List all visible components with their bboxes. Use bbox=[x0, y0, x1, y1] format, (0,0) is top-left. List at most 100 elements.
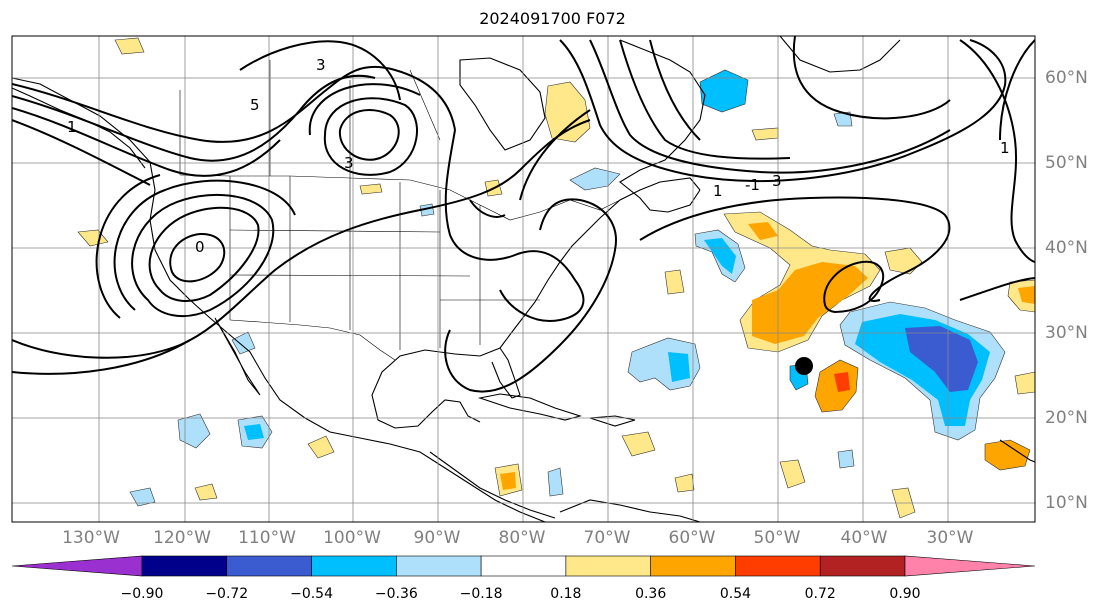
map-title: 2024091700 F072 bbox=[479, 9, 626, 28]
border-us-mexico bbox=[229, 319, 396, 361]
contour-1 bbox=[12, 65, 456, 143]
contour-label: 1 bbox=[1000, 139, 1010, 157]
contours bbox=[12, 36, 1035, 393]
shade-neg-pac-2 bbox=[177, 413, 211, 449]
contour-label: 3 bbox=[316, 56, 326, 74]
lon-label: 50°W bbox=[753, 528, 801, 548]
contour-trough-4 bbox=[95, 174, 161, 319]
lat-label: 10°N bbox=[1045, 493, 1088, 513]
contour-east-arc bbox=[959, 39, 1035, 263]
colorbar-segment bbox=[565, 555, 651, 577]
contour-ne-3 bbox=[619, 39, 791, 160]
contour-cutoff bbox=[823, 260, 885, 314]
coast-florida bbox=[491, 347, 521, 399]
colorbar bbox=[11, 555, 1036, 577]
shade-pos-africa bbox=[984, 439, 1031, 471]
shade-pos-gulf-1 bbox=[664, 269, 685, 295]
contour-trough-5 bbox=[169, 232, 226, 283]
coast-hispaniola bbox=[589, 415, 636, 427]
colorbar-tick-label: −0.54 bbox=[290, 586, 333, 602]
contour-east-arc-2 bbox=[999, 39, 1035, 141]
contour-ne-1 bbox=[559, 39, 1007, 183]
colorbar-segment bbox=[480, 555, 567, 577]
map-frame bbox=[11, 35, 1036, 523]
lon-label: 130°W bbox=[62, 528, 120, 548]
map-frame-bg bbox=[12, 36, 1035, 522]
contour-label: 3 bbox=[772, 172, 782, 190]
colorbar-tick-label: −0.36 bbox=[374, 586, 418, 602]
colorbar-segment bbox=[735, 555, 821, 577]
shade-neg-pac-3 bbox=[129, 487, 156, 507]
colorbar-tick-label: 0.72 bbox=[804, 586, 836, 602]
colorbar-tick-label: −0.72 bbox=[205, 586, 249, 602]
coast-central-am bbox=[429, 451, 556, 519]
shade-pos-east-small bbox=[1014, 371, 1035, 395]
shade-pos-storm-core bbox=[834, 372, 850, 392]
shade-pos-canada bbox=[544, 81, 591, 143]
contour-trough-3 bbox=[113, 179, 296, 311]
colorbar-tick-label: 0.90 bbox=[889, 586, 921, 602]
coast-hudson bbox=[459, 57, 546, 151]
contour-ne-4 bbox=[649, 39, 701, 141]
coast-east-us bbox=[499, 177, 701, 349]
shade-pos-atlantic-inner bbox=[752, 262, 868, 344]
shade-pos-atlantic-top bbox=[748, 222, 778, 240]
contour-low-1 bbox=[338, 109, 400, 161]
lon-label: 80°W bbox=[498, 528, 546, 548]
coastlines bbox=[12, 36, 1035, 522]
colorbar-tick-label: −0.18 bbox=[459, 586, 503, 602]
shade-neg-baja bbox=[231, 331, 256, 355]
shade-pos-eastatl-2-core bbox=[1018, 286, 1035, 304]
contour-ne-5 bbox=[519, 109, 591, 201]
shade-neg-carib-small bbox=[547, 467, 564, 497]
lat-label: 40°N bbox=[1045, 238, 1088, 258]
contour-label: 1 bbox=[67, 118, 77, 136]
lon-label: 110°W bbox=[238, 528, 296, 548]
lat-label: 50°N bbox=[1045, 153, 1088, 173]
lat-label: 30°N bbox=[1045, 323, 1088, 343]
shade-pos-carib-3 bbox=[674, 473, 695, 493]
shade-neg-labrador bbox=[699, 69, 749, 113]
contour-trough-2 bbox=[131, 193, 275, 318]
contour-label: 5 bbox=[250, 96, 260, 114]
contour-trough-1 bbox=[148, 206, 260, 302]
lon-label: 60°W bbox=[668, 528, 716, 548]
shaded-regions bbox=[77, 37, 1035, 519]
shade-neg-newfoundland bbox=[569, 167, 621, 191]
shade-pos-carib-2-core bbox=[500, 472, 516, 490]
lon-label: 100°W bbox=[323, 528, 381, 548]
shade-neg-atlantic-core bbox=[905, 326, 978, 392]
graticule bbox=[12, 36, 1035, 522]
contour-east-closed bbox=[792, 36, 951, 120]
lat-label: 20°N bbox=[1045, 408, 1088, 428]
colorbar-segment bbox=[141, 555, 228, 577]
contour-low-2 bbox=[323, 97, 418, 176]
coast-africa bbox=[999, 439, 1035, 463]
contour-sw-east bbox=[959, 277, 1035, 301]
shade-neg-pac-1-core bbox=[244, 424, 264, 440]
storm-position-marker bbox=[795, 357, 813, 375]
shade-neg-midatl-core bbox=[704, 238, 736, 274]
contour-mid-atl bbox=[639, 196, 951, 302]
shade-neg-east-small bbox=[837, 449, 855, 469]
colorbar-tick-label: −0.90 bbox=[120, 586, 164, 602]
contour-label: 1 bbox=[713, 182, 723, 200]
lat-label: 60°N bbox=[1045, 68, 1088, 88]
contour-label: 3 bbox=[344, 154, 354, 172]
coast-sa bbox=[559, 499, 701, 522]
colorbar-tick-label: 0.36 bbox=[635, 586, 667, 602]
colorbar-segment bbox=[226, 555, 312, 577]
contour-ne-2 bbox=[589, 39, 951, 174]
coast-cuba bbox=[477, 393, 582, 421]
contour-ridge-2 bbox=[469, 199, 506, 218]
colorbar-extend-max bbox=[904, 555, 1036, 577]
contour-5 bbox=[239, 40, 401, 101]
contour-2 bbox=[12, 74, 376, 162]
colorbar-segment bbox=[650, 555, 736, 577]
contour-low-3 bbox=[308, 83, 421, 136]
colorbar-tick-label: 0.54 bbox=[719, 586, 752, 602]
shade-pos-carib-4 bbox=[779, 459, 806, 489]
coast-greenland bbox=[779, 36, 901, 73]
border-us-canada bbox=[179, 174, 621, 221]
contour-3 bbox=[12, 107, 281, 177]
